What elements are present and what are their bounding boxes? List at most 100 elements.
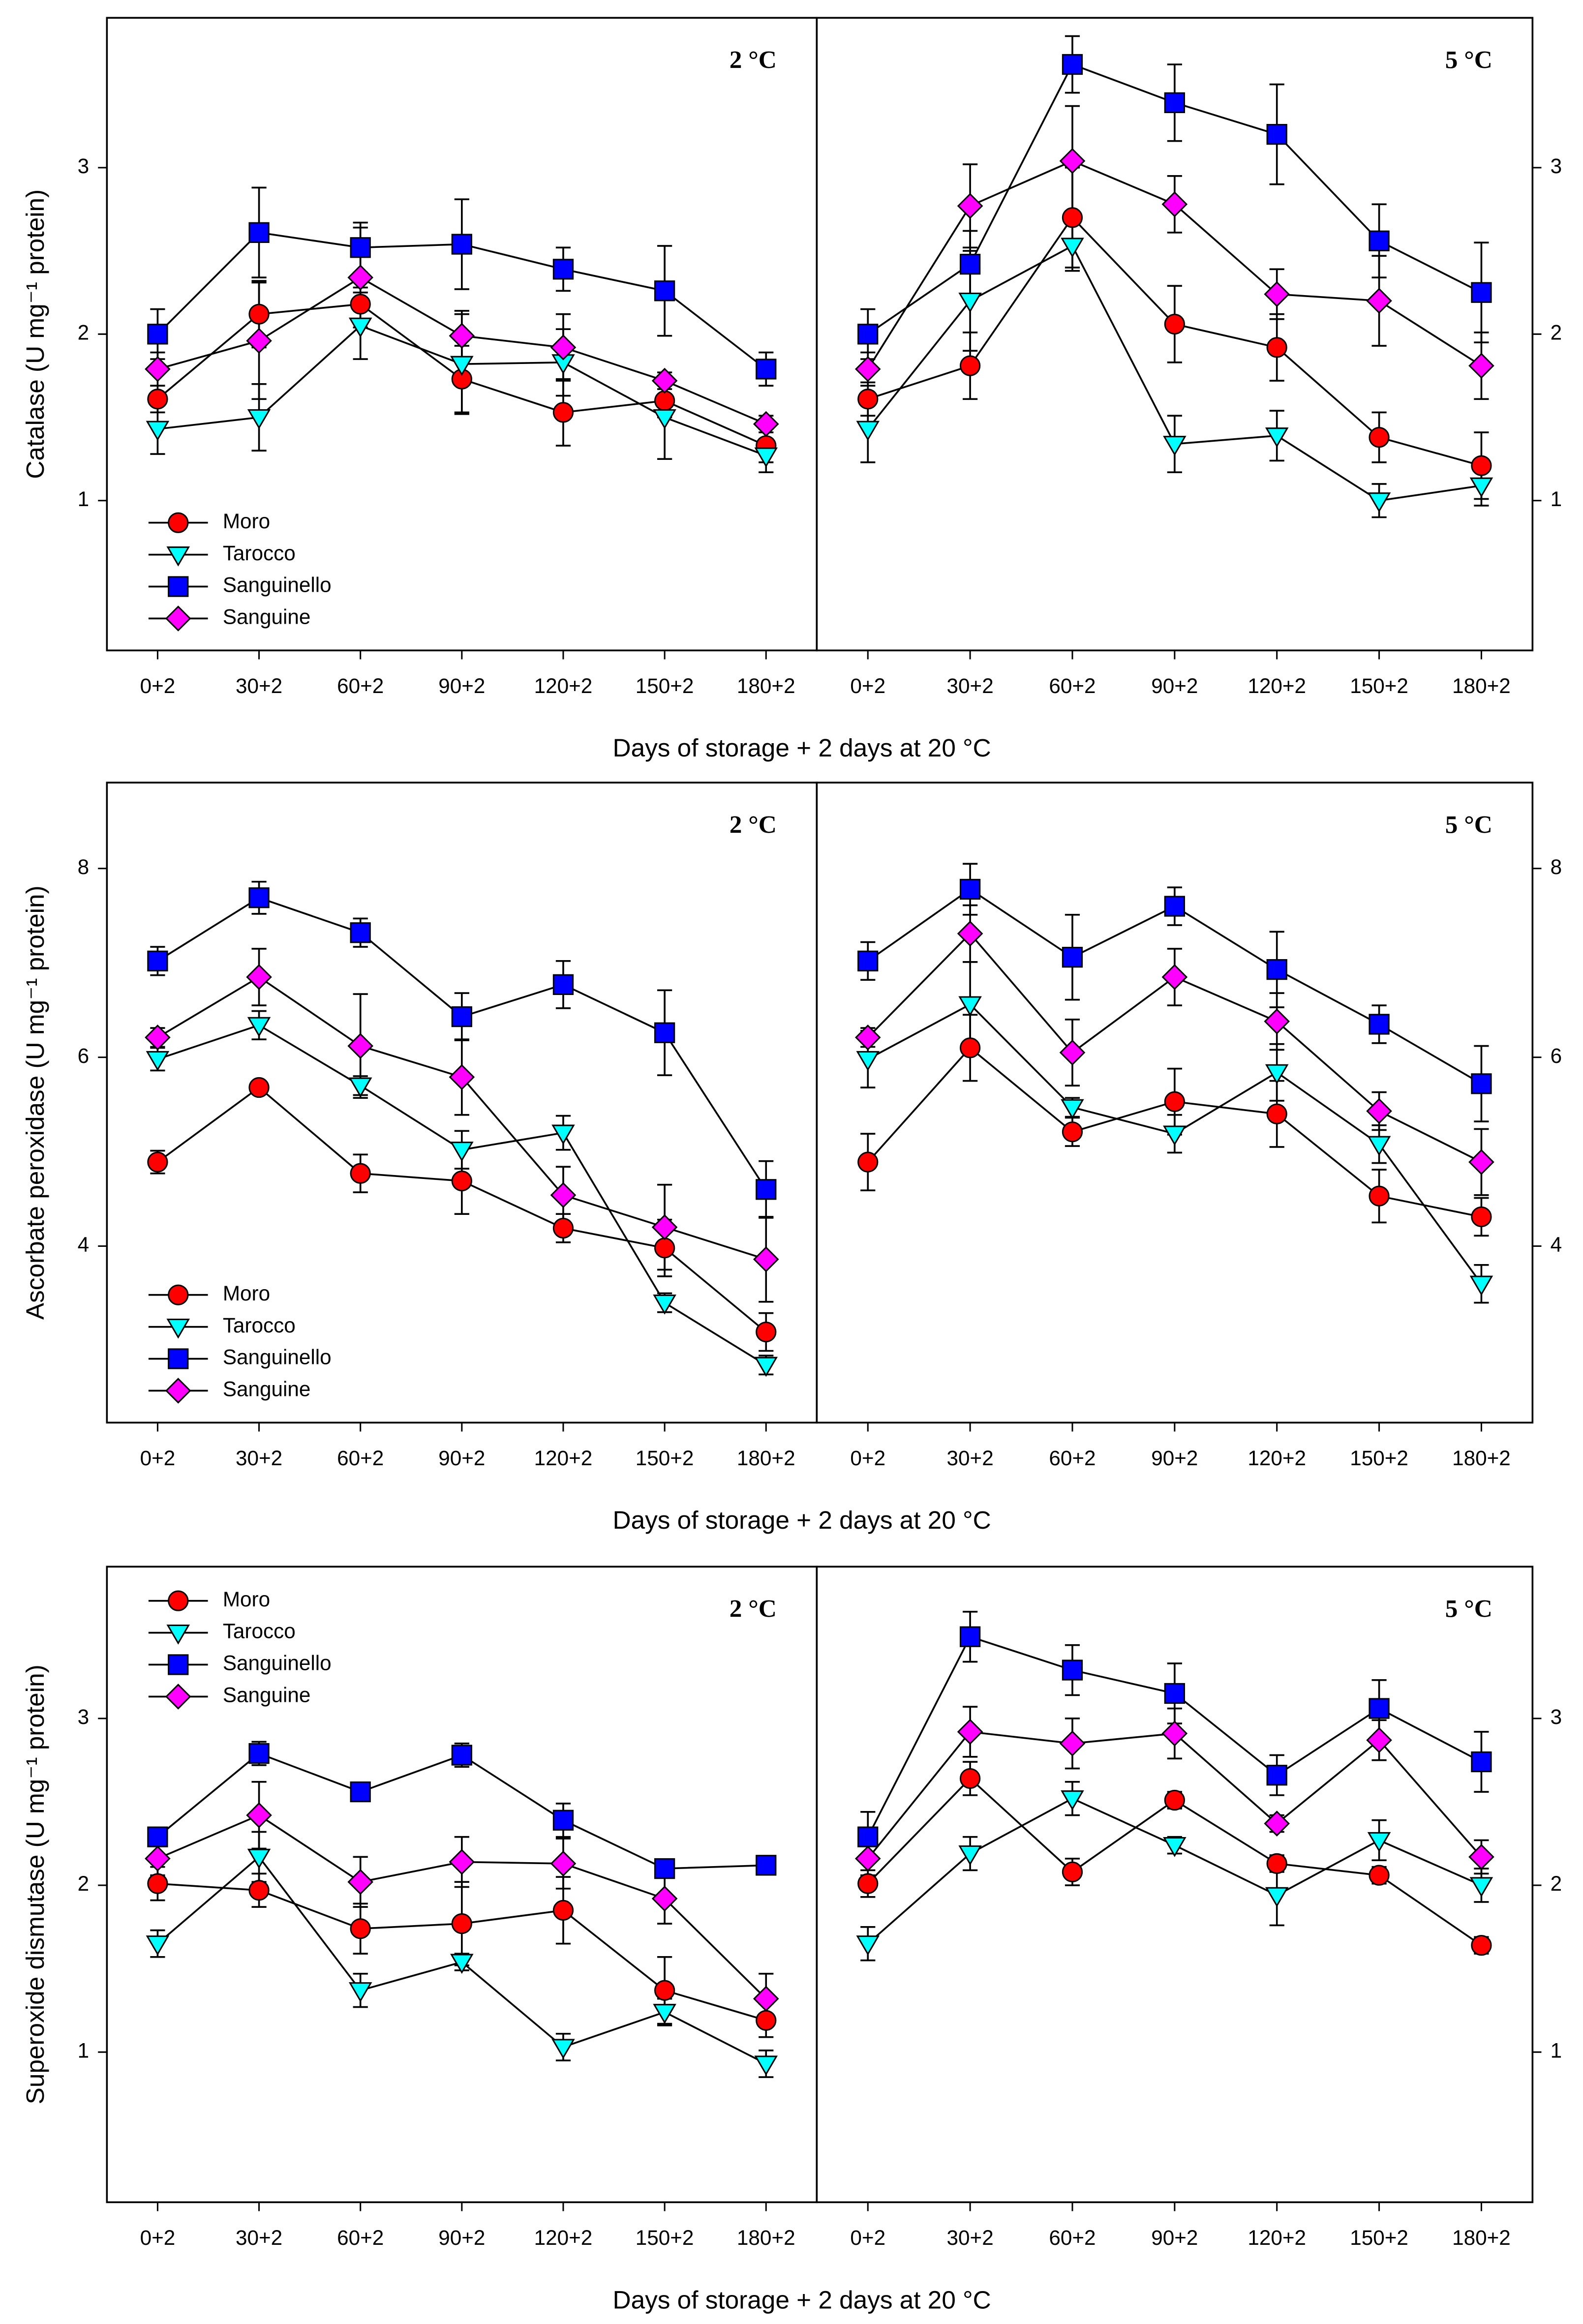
x-tick-label: 180+2	[1452, 1447, 1511, 1470]
marker	[248, 1077, 270, 1098]
x-tick-label: 150+2	[636, 1447, 694, 1470]
marker	[552, 259, 574, 280]
marker	[1468, 1149, 1494, 1175]
marker	[166, 1624, 190, 1645]
x-tick-label: 120+2	[1248, 674, 1306, 697]
marker	[166, 546, 190, 567]
marker	[1471, 1934, 1492, 1956]
marker	[550, 1182, 577, 1208]
x-tick-label: 0+2	[850, 1447, 885, 1470]
marker	[1062, 1861, 1083, 1883]
marker	[248, 303, 270, 325]
marker	[1164, 313, 1185, 335]
marker	[147, 950, 168, 971]
x-tick-label: 90+2	[1151, 2226, 1198, 2249]
marker	[957, 920, 983, 947]
marker	[348, 317, 372, 338]
marker	[350, 1163, 371, 1184]
marker	[1367, 492, 1391, 513]
marker	[959, 1037, 981, 1058]
y-tick-label: 1	[1551, 2039, 1562, 2062]
marker	[551, 1124, 575, 1145]
marker	[1264, 1008, 1290, 1034]
x-tick-label: 180+2	[737, 2226, 795, 2249]
marker	[754, 447, 778, 468]
marker	[550, 1850, 577, 1877]
x-tick-label: 180+2	[737, 1447, 795, 1470]
y-axis-label: Catalase (U mg⁻¹ protein)	[21, 189, 49, 479]
marker	[247, 409, 271, 429]
marker	[753, 411, 779, 437]
marker	[347, 1869, 373, 1895]
marker	[959, 1768, 981, 1789]
marker	[651, 1885, 678, 1912]
marker	[857, 324, 879, 345]
marker	[451, 1913, 472, 1934]
x-tick-label: 150+2	[1350, 2226, 1408, 2249]
marker	[1061, 1099, 1084, 1119]
marker	[756, 1855, 777, 1876]
x-tick-label: 90+2	[438, 1447, 485, 1470]
marker	[1061, 238, 1084, 258]
x-tick-label: 60+2	[337, 674, 384, 697]
marker	[1164, 1789, 1185, 1811]
marker	[348, 1077, 372, 1098]
panel-title: 2 °C	[730, 811, 777, 839]
y-tick-label: 4	[78, 1233, 89, 1256]
y-tick-label: 3	[1551, 1705, 1562, 1728]
marker	[1471, 282, 1492, 303]
marker	[959, 878, 981, 900]
marker	[753, 1246, 779, 1272]
x-tick-label: 0+2	[140, 1447, 176, 1470]
y-tick-label: 6	[78, 1044, 89, 1067]
legend-label: Sanguinello	[223, 1652, 332, 1675]
x-tick-label: 90+2	[1151, 1447, 1198, 1470]
y-axis-label: Ascorbate peroxidase (U mg⁻¹ protein)	[21, 885, 49, 1320]
marker	[1469, 1275, 1493, 1296]
marker	[1266, 959, 1287, 980]
y-tick-label: 2	[1551, 1872, 1562, 1895]
marker	[1369, 230, 1390, 251]
marker	[1059, 1730, 1086, 1757]
marker	[756, 2010, 777, 2031]
marker	[451, 1170, 472, 1192]
marker	[958, 293, 982, 313]
x-tick-label: 30+2	[236, 2226, 282, 2249]
panel-title: 2 °C	[730, 1595, 777, 1623]
x-axis-label: Days of storage + 2 days at 20 °C	[613, 734, 991, 762]
marker	[1059, 148, 1086, 174]
marker	[957, 1719, 983, 1745]
x-tick-label: 30+2	[947, 1447, 994, 1470]
marker	[654, 280, 675, 302]
marker	[654, 390, 675, 411]
marker	[1062, 54, 1083, 75]
y-tick-label: 4	[1551, 1233, 1562, 1256]
marker	[1264, 1811, 1290, 1837]
marker	[1266, 124, 1287, 145]
marker	[147, 389, 168, 410]
marker	[247, 1848, 271, 1869]
marker	[1265, 427, 1289, 448]
marker	[551, 2039, 575, 2059]
x-tick-label: 180+2	[737, 674, 795, 697]
x-tick-label: 60+2	[1049, 1447, 1096, 1470]
marker	[550, 334, 577, 361]
x-axis-label: Days of storage + 2 days at 20 °C	[613, 1506, 991, 1534]
marker	[1164, 1683, 1185, 1704]
marker	[653, 1295, 676, 1315]
marker	[449, 1064, 475, 1090]
marker	[166, 1319, 190, 1339]
x-tick-label: 30+2	[236, 674, 282, 697]
x-tick-label: 0+2	[850, 674, 885, 697]
x-tick-label: 60+2	[1049, 674, 1096, 697]
marker	[857, 1151, 879, 1173]
marker	[654, 1022, 675, 1043]
y-tick-label: 3	[78, 154, 89, 178]
marker	[1366, 1727, 1392, 1753]
x-tick-label: 60+2	[337, 1447, 384, 1470]
marker	[552, 974, 574, 995]
marker	[552, 1810, 574, 1831]
legend-label: Tarocco	[223, 1620, 296, 1643]
marker	[350, 294, 371, 315]
